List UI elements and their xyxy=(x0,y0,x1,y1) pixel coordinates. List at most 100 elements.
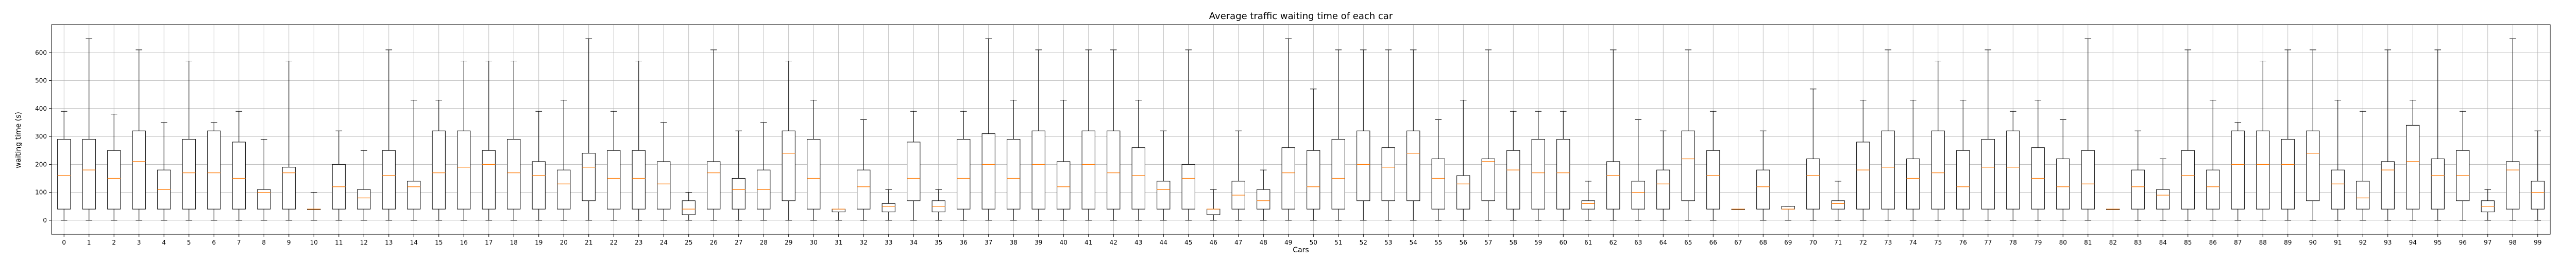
box-iqr xyxy=(1057,161,1071,210)
box-iqr xyxy=(2381,161,2395,210)
box-car-92 xyxy=(2356,111,2370,221)
x-tick-label: 13 xyxy=(385,239,393,246)
x-tick-label: 38 xyxy=(1010,239,1018,246)
box-car-55 xyxy=(1431,119,1445,221)
box-car-62 xyxy=(1606,49,1620,221)
x-tick-label: 41 xyxy=(1084,239,1092,246)
box-iqr xyxy=(2431,158,2445,210)
box-car-0 xyxy=(57,111,71,221)
x-tick-label: 99 xyxy=(2534,239,2541,246)
box-iqr xyxy=(1157,181,1171,210)
x-tick-label: 57 xyxy=(1484,239,1492,246)
box-iqr xyxy=(1107,130,1121,210)
box-iqr xyxy=(1456,175,1470,210)
box-iqr xyxy=(1856,142,1870,210)
x-tick-label: 48 xyxy=(1260,239,1267,246)
x-tick-label: 58 xyxy=(1510,239,1517,246)
box-car-25 xyxy=(682,192,696,221)
x-tick-label: 33 xyxy=(885,239,892,246)
box-car-21 xyxy=(582,38,596,221)
x-tick-label: 30 xyxy=(810,239,818,246)
x-tick-label: 67 xyxy=(1734,239,1742,246)
x-tick-label: 18 xyxy=(510,239,518,246)
box-car-32 xyxy=(857,119,871,221)
box-car-86 xyxy=(2206,100,2220,221)
box-iqr xyxy=(82,138,96,210)
box-iqr xyxy=(2256,130,2270,210)
box-car-95 xyxy=(2431,49,2445,221)
box-iqr xyxy=(732,178,745,210)
box-car-38 xyxy=(1007,100,1021,221)
box-car-85 xyxy=(2181,49,2195,221)
x-tick-label: 43 xyxy=(1134,239,1142,246)
box-car-48 xyxy=(1257,169,1270,221)
box-iqr xyxy=(1681,130,1695,201)
x-tick-label: 3 xyxy=(137,239,141,246)
x-tick-label: 85 xyxy=(2184,239,2192,246)
x-axis-label: Cars xyxy=(1293,246,1309,254)
box-car-60 xyxy=(1556,111,1570,221)
box-iqr xyxy=(2156,189,2170,210)
x-tick-label: 69 xyxy=(1784,239,1792,246)
box-iqr xyxy=(1656,169,1670,210)
box-car-61 xyxy=(1581,181,1595,221)
box-iqr xyxy=(2206,169,2220,210)
box-car-81 xyxy=(2081,38,2095,221)
box-car-87 xyxy=(2231,122,2245,221)
box-iqr xyxy=(1131,147,1145,210)
x-tick-label: 95 xyxy=(2434,239,2442,246)
box-iqr xyxy=(57,138,71,210)
box-car-57 xyxy=(1481,49,1495,221)
x-tick-label: 98 xyxy=(2509,239,2517,246)
x-tick-label: 75 xyxy=(1934,239,1942,246)
x-tick-label: 31 xyxy=(835,239,842,246)
box-car-91 xyxy=(2331,100,2345,221)
box-car-64 xyxy=(1656,130,1670,221)
box-car-43 xyxy=(1131,100,1145,221)
box-car-22 xyxy=(607,111,621,221)
x-tick-label: 19 xyxy=(535,239,543,246)
x-tick-label: 32 xyxy=(860,239,868,246)
x-tick-label: 24 xyxy=(660,239,668,246)
box-car-72 xyxy=(1856,100,1870,221)
box-iqr xyxy=(1181,164,1195,210)
box-car-45 xyxy=(1181,49,1195,221)
box-car-93 xyxy=(2381,49,2395,221)
x-tick-label: 47 xyxy=(1234,239,1242,246)
x-tick-label: 29 xyxy=(785,239,792,246)
x-tick-label: 73 xyxy=(1884,239,1892,246)
box-iqr xyxy=(582,153,596,201)
box-iqr xyxy=(2531,181,2545,210)
x-tick-label: 50 xyxy=(1310,239,1317,246)
box-iqr xyxy=(207,130,221,210)
box-car-82 xyxy=(2106,209,2120,210)
box-car-58 xyxy=(1506,111,1520,221)
y-tick-label: 400 xyxy=(35,105,47,112)
box-iqr xyxy=(1207,209,1221,215)
x-tick-label: 26 xyxy=(710,239,718,246)
x-tick-label: 88 xyxy=(2259,239,2267,246)
x-tick-label: 12 xyxy=(360,239,368,246)
box-car-33 xyxy=(882,189,895,221)
box-car-66 xyxy=(1706,111,1720,221)
box-iqr xyxy=(357,189,371,210)
box-car-98 xyxy=(2506,38,2520,221)
x-tick-label: 34 xyxy=(910,239,918,246)
x-tick-label: 54 xyxy=(1410,239,1417,246)
box-iqr xyxy=(2331,169,2345,210)
box-car-39 xyxy=(1031,49,1045,221)
box-car-83 xyxy=(2131,130,2145,221)
x-tick-label: 22 xyxy=(610,239,618,246)
x-tick-label: 66 xyxy=(1709,239,1717,246)
box-car-13 xyxy=(382,49,396,221)
box-car-28 xyxy=(757,122,771,221)
x-tick-label: 23 xyxy=(635,239,642,246)
box-car-12 xyxy=(357,150,371,221)
box-iqr xyxy=(2231,130,2245,210)
box-iqr xyxy=(2181,150,2195,210)
box-iqr xyxy=(457,130,471,210)
y-tick-label: 300 xyxy=(35,133,47,140)
box-iqr xyxy=(782,130,795,201)
box-car-46 xyxy=(1207,189,1221,221)
